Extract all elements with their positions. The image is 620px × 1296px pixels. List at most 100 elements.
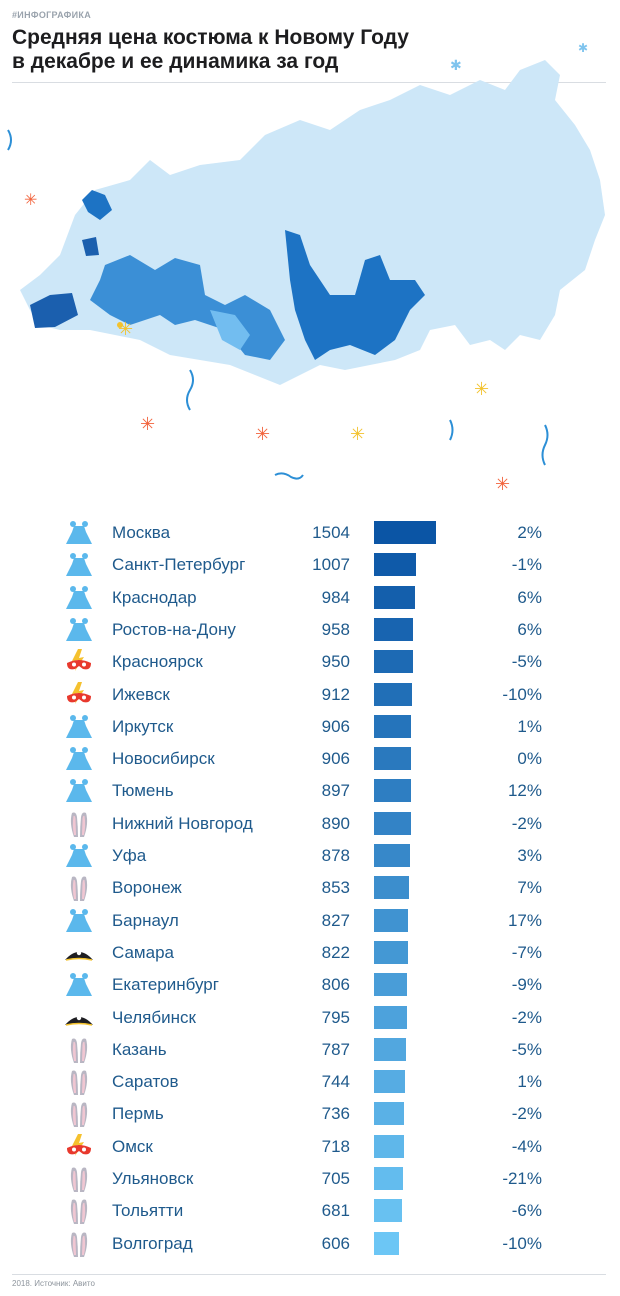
star-confetti-icon: ✳ — [350, 424, 365, 444]
price-value: 787 — [321, 1039, 350, 1059]
star-confetti-icon: ✳ — [255, 424, 270, 444]
price-bar — [374, 811, 411, 835]
city-label: Ростов-на-Дону — [112, 619, 236, 639]
price-value: 705 — [321, 1169, 350, 1188]
streamer-decoration — [274, 472, 304, 480]
price-bar — [374, 682, 412, 706]
price-bar — [374, 1005, 407, 1029]
table-row: Новосибирск 906 0% — [0, 743, 620, 775]
yearly-change: -21% — [502, 1169, 542, 1188]
dress-icon — [64, 778, 94, 804]
price-value: 827 — [321, 910, 350, 930]
table-row: Барнаул 827 17% — [0, 905, 620, 937]
city-label: Тольятти — [112, 1201, 184, 1221]
city-label: Новосибирск — [112, 749, 215, 769]
table-row: Ижевск 912 -10% — [0, 679, 620, 711]
price-value: 958 — [321, 619, 350, 639]
dress-icon — [64, 714, 94, 740]
city-label: Иркутск — [112, 716, 174, 736]
dress-icon — [64, 843, 94, 869]
yearly-change: -7% — [511, 942, 542, 962]
city-label: Санкт-Петербург — [112, 555, 246, 575]
pirate-hat-icon — [64, 940, 94, 966]
page-title: Средняя цена костюма к Новому Году в дек… — [12, 26, 512, 74]
star-confetti-icon: ✳ — [495, 474, 510, 494]
footer-divider — [12, 1274, 606, 1275]
streamer-decoration — [541, 424, 549, 466]
price-bar — [374, 876, 409, 900]
bunny-ears-icon — [64, 1101, 94, 1128]
streamer-decoration — [186, 369, 194, 411]
superhero-mask-icon — [64, 681, 94, 708]
star-confetti-icon: ✳ — [118, 319, 133, 339]
yearly-change: -2% — [511, 1007, 542, 1027]
city-label: Ульяновск — [112, 1169, 194, 1188]
table-row: Красноярск 950 -5% — [0, 646, 620, 678]
yearly-change: 3% — [517, 846, 542, 865]
table-row: Ульяновск 705 -21% — [0, 1163, 620, 1195]
price-value: 822 — [321, 942, 350, 962]
price-value: 878 — [321, 846, 350, 865]
yearly-change: 1% — [517, 716, 542, 736]
price-value: 1504 — [312, 523, 350, 542]
price-value: 795 — [321, 1007, 350, 1027]
city-label: Нижний Новгород — [112, 813, 253, 833]
superhero-mask-icon — [64, 649, 94, 675]
table-row: Омск 718 -4% — [0, 1131, 620, 1163]
yearly-change: 6% — [517, 587, 542, 607]
table-row: Воронеж 853 7% — [0, 872, 620, 904]
price-value: 681 — [321, 1201, 350, 1221]
city-label: Москва — [112, 523, 171, 542]
snowflake-icon: ✱ — [578, 41, 588, 55]
price-value: 906 — [321, 749, 350, 769]
city-label: Казань — [112, 1039, 167, 1059]
city-label: Воронеж — [112, 878, 182, 898]
price-bar — [374, 714, 411, 738]
price-value: 736 — [321, 1104, 350, 1124]
yearly-change: 17% — [507, 910, 542, 930]
table-row: Ростов-на-Дону 958 6% — [0, 614, 620, 646]
bunny-ears-icon — [64, 811, 94, 837]
city-label: Пермь — [112, 1104, 164, 1124]
pirate-hat-icon — [64, 1005, 94, 1031]
yearly-change: -5% — [511, 652, 542, 672]
yearly-change: 1% — [517, 1072, 542, 1092]
price-bar — [374, 844, 410, 867]
table-row: Волгоград 606 -10% — [0, 1228, 620, 1260]
table-row: Екатеринбург 806 -9% — [0, 969, 620, 1001]
yearly-change: -10% — [502, 684, 542, 704]
infographic-tag: #ИНФОГРАФИКА — [12, 10, 91, 20]
price-bar — [374, 1134, 404, 1158]
title-line-1: Средняя цена костюма к Новому Году — [12, 26, 409, 49]
yearly-change: -9% — [511, 975, 542, 995]
confetti-dot — [117, 322, 123, 328]
city-label: Тюмень — [112, 781, 174, 801]
table-row: Тюмень 897 12% — [0, 775, 620, 807]
table-row: Тольятти 681 -6% — [0, 1195, 620, 1227]
price-value: 606 — [321, 1233, 350, 1253]
price-bar — [374, 521, 436, 544]
map-region-south — [30, 293, 78, 328]
table-row: Казань 787 -5% — [0, 1034, 620, 1066]
price-bar — [374, 1070, 405, 1094]
map-region-northwest — [82, 190, 112, 220]
price-bar — [374, 1167, 403, 1190]
bunny-ears-icon — [64, 1069, 94, 1096]
price-bar — [374, 940, 408, 964]
price-bar — [374, 585, 415, 609]
map-region-east — [285, 230, 425, 360]
price-bar — [374, 1037, 406, 1061]
city-label: Саратов — [112, 1072, 179, 1092]
price-value: 718 — [321, 1136, 350, 1156]
price-bar — [374, 779, 411, 803]
yearly-change: 12% — [507, 781, 542, 801]
price-value: 806 — [321, 975, 350, 995]
table-row: Краснодар 984 6% — [0, 582, 620, 614]
dress-icon — [64, 746, 94, 772]
map-region-ural — [210, 310, 250, 350]
yearly-change: 0% — [517, 749, 542, 769]
streamer-decoration — [449, 419, 454, 441]
bunny-ears-icon — [64, 1166, 94, 1192]
yearly-change: -1% — [511, 555, 542, 575]
price-bar — [374, 908, 408, 932]
